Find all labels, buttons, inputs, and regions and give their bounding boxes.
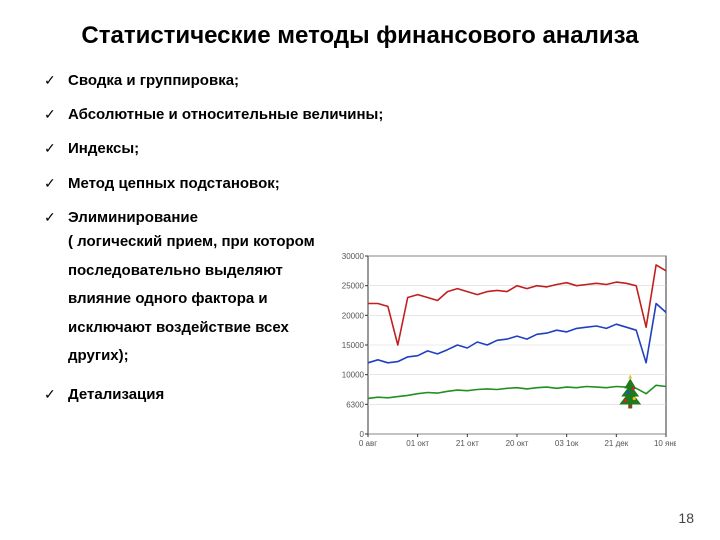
svg-text:10000: 10000 [342,371,365,380]
page-title: Статистические методы финансового анализ… [0,0,720,65]
svg-text:0 авг: 0 авг [359,439,377,448]
bullet-continuation: ( логический прием, при котором последов… [68,228,318,371]
chart-container: 0 6300 10000 15000 20000 25000 30000 0 авг 01 ок… [326,248,676,458]
svg-text:0: 0 [360,430,365,439]
bullet-lead: Элиминирование [68,209,198,226]
svg-text:20 окт: 20 окт [506,439,529,448]
bullet-item: Абсолютные и относительные величины; [42,105,680,125]
svg-text:6300: 6300 [346,400,364,409]
line-chart: 0 6300 10000 15000 20000 25000 30000 0 авг 01 ок… [326,248,676,458]
svg-text:20000: 20000 [342,311,365,320]
page-number: 18 [678,510,694,526]
svg-text:21 дек: 21 дек [604,439,628,448]
svg-text:30000: 30000 [342,252,365,261]
svg-text:10 янв: 10 янв [654,439,676,448]
svg-text:03 1ок: 03 1ок [555,439,579,448]
svg-text:25000: 25000 [342,282,365,291]
bullet-item: Индексы; [42,139,680,159]
svg-text:21 окт: 21 окт [456,439,479,448]
svg-text:15000: 15000 [342,341,365,350]
svg-text:01 окт: 01 окт [406,439,429,448]
bullet-item: Метод цепных подстановок; [42,174,680,194]
bullet-item: Сводка и группировка; [42,71,680,91]
